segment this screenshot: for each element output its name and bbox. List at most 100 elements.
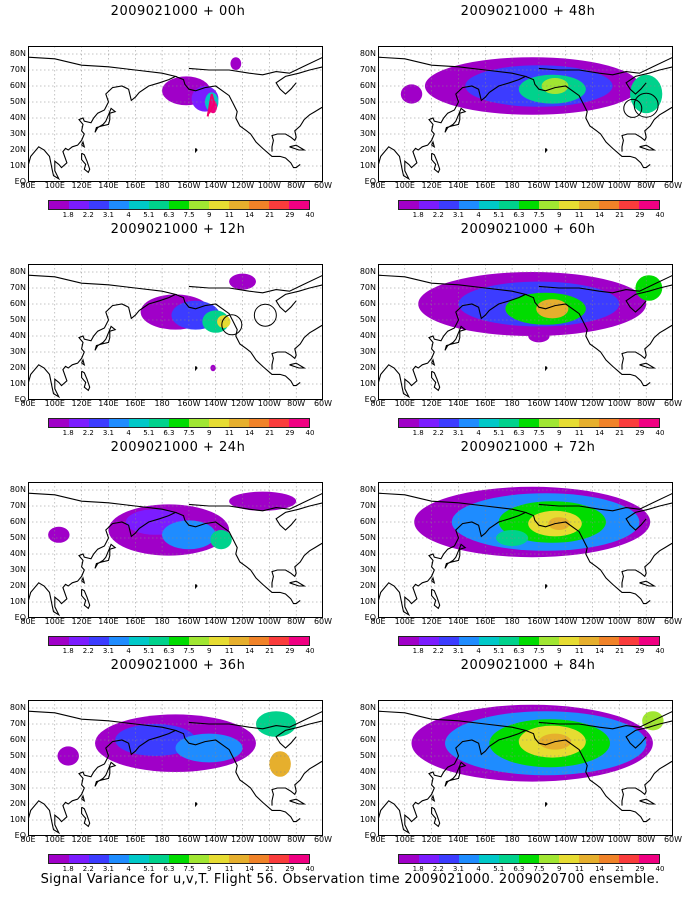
longitude-label: 160E (125, 835, 146, 844)
colorbar-swatch (229, 855, 249, 863)
latitude-label: 50N (9, 533, 26, 542)
longitude-label: 60W (663, 181, 683, 190)
longitude-label: 100E (394, 835, 415, 844)
colorbar-label: 2.2 (432, 865, 444, 873)
colorbar-swatch (109, 419, 129, 427)
colorbar-label: 2.2 (82, 429, 94, 437)
colorbar-label: 9 (556, 865, 562, 873)
panel-title: 2009021000 + 84h (460, 658, 596, 673)
longitude-label: 140W (204, 835, 228, 844)
colorbar-swatch (519, 855, 539, 863)
colorbar-swatch (149, 419, 169, 427)
storm-circle (623, 98, 643, 118)
colorbar-swatch (269, 419, 289, 427)
longitude-label: 60W (663, 617, 683, 626)
coastline (81, 588, 91, 610)
latitude-label: 40N (359, 113, 376, 122)
colorbar-swatch (269, 855, 289, 863)
longitude-label: 160W (527, 181, 551, 190)
latitude-label: 10N (9, 597, 26, 606)
colorbar-swatch (479, 637, 499, 645)
colorbar-swatch (289, 637, 309, 645)
longitude-label: 140E (98, 399, 119, 408)
colorbar-swatch (419, 201, 439, 209)
longitude-label: 80W (637, 181, 656, 190)
colorbar-label: 2.2 (82, 647, 94, 655)
coastline (28, 492, 178, 617)
longitude-label: 160W (527, 617, 551, 626)
colorbar-swatch (169, 855, 189, 863)
colorbar-label: 21 (615, 429, 625, 437)
colorbar-swatch (49, 855, 69, 863)
colorbar-swatch (439, 201, 459, 209)
longitude-label: 120E (71, 617, 92, 626)
variance-contour (269, 751, 291, 777)
colorbar-label: 29 (285, 429, 295, 437)
variance-contour (175, 733, 243, 763)
latitude-label: 20N (359, 145, 376, 154)
latitude-label: EQ (364, 613, 376, 622)
coastline (271, 760, 323, 806)
variance-map (378, 700, 673, 836)
colorbar-label: 11 (574, 429, 584, 437)
latitude-label: 70N (9, 501, 26, 510)
latitude-label: 80N (359, 49, 376, 58)
colorbar-swatch (639, 419, 659, 427)
colorbar-swatch (439, 637, 459, 645)
colorbar-swatch (189, 419, 209, 427)
colorbar-swatch (89, 201, 109, 209)
colorbar-swatch (209, 855, 229, 863)
coastline (81, 576, 86, 584)
colorbar-label: 5.1 (493, 211, 505, 219)
latitude-label: 60N (359, 735, 376, 744)
coastline (81, 794, 86, 802)
map-panel: 2009021000 + 36h 80N 70N 60N 50N 40N 30N 20N 10N… (8, 658, 348, 876)
colorbar-swatch (189, 637, 209, 645)
longitude-label: 120E (421, 181, 442, 190)
colorbar (398, 854, 660, 864)
longitude-label: 80E (370, 399, 386, 408)
longitude-label: 100E (44, 835, 65, 844)
longitude-label: 100W (257, 835, 281, 844)
colorbar-swatch (559, 201, 579, 209)
colorbar-label: 40 (655, 647, 665, 655)
latitude-label: 50N (359, 533, 376, 542)
colorbar-label: 14 (595, 865, 604, 873)
coastline (625, 284, 673, 313)
colorbar-label: 4 (126, 211, 131, 219)
colorbar-label: 6.3 (163, 429, 175, 437)
latitude-label: 10N (9, 815, 26, 824)
colorbar-label: 2.2 (82, 211, 94, 219)
panel-title: 2009021000 + 24h (110, 440, 246, 455)
latitude-label: 80N (359, 703, 376, 712)
latitude-label: 70N (9, 65, 26, 74)
colorbar-swatch (639, 637, 659, 645)
coastline (195, 366, 198, 372)
longitude-label: 80W (287, 617, 306, 626)
longitude-label: 100E (44, 617, 65, 626)
coastline (275, 720, 323, 749)
latitude-label: 10N (9, 161, 26, 170)
longitude-label: 120E (71, 181, 92, 190)
variance-contour (548, 517, 570, 530)
coastline (94, 325, 117, 351)
colorbar-swatch (599, 855, 619, 863)
coastline (431, 370, 441, 392)
longitude-label: 100W (607, 181, 631, 190)
coastline (444, 543, 467, 569)
coastline (639, 144, 657, 151)
colorbar (398, 418, 660, 428)
latitude-label: 80N (9, 485, 26, 494)
colorbar-label: 40 (655, 865, 665, 873)
colorbar-swatch (289, 855, 309, 863)
colorbar-label: 1.8 (62, 647, 74, 655)
longitude-label: 80W (287, 399, 306, 408)
colorbar-label: 2.2 (82, 865, 94, 873)
figure-caption: Signal Variance for u,v,T. Flight 56. Ob… (40, 872, 660, 887)
colorbar-swatch (599, 419, 619, 427)
colorbar-label: 9 (206, 647, 212, 655)
latitude-label: 40N (9, 767, 26, 776)
colorbar-label: 9 (556, 647, 562, 655)
latitude-label: 50N (359, 751, 376, 760)
latitude-label: 40N (359, 767, 376, 776)
